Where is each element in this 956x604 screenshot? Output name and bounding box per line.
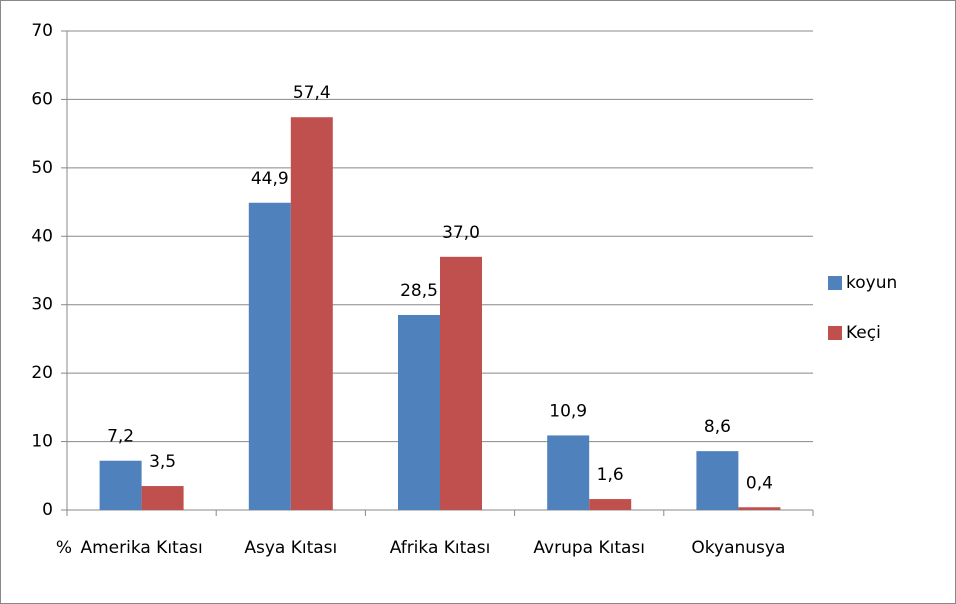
y-tick-label: 50 (31, 158, 53, 178)
value-label: 0,4 (746, 473, 773, 493)
legend-swatch (828, 326, 842, 340)
value-label: 44,9 (251, 169, 289, 189)
y-tick-label: 40 (31, 226, 53, 246)
value-label: 10,9 (549, 401, 587, 421)
x-tick-label: Okyanusya (691, 538, 785, 558)
value-label: 57,4 (293, 83, 331, 103)
bar (738, 507, 781, 510)
bar (290, 117, 333, 510)
y-tick-label: 0 (42, 500, 53, 520)
bar (696, 451, 739, 510)
bar (141, 486, 184, 510)
y-axis-label: % (56, 538, 72, 558)
bar (248, 202, 291, 510)
y-tick-label: 60 (31, 89, 53, 109)
value-label: 3,5 (149, 452, 176, 472)
bar (99, 460, 142, 510)
bar (440, 256, 482, 510)
legend-label: Keçi (846, 323, 881, 343)
value-label: 28,5 (400, 281, 438, 301)
x-tick-label: Amerika Kıtası (80, 538, 202, 558)
value-label: 37,0 (442, 223, 480, 243)
y-tick-label: 70 (31, 21, 53, 41)
bar (547, 435, 590, 510)
y-tick-label: 10 (31, 432, 53, 452)
y-tick-label: 30 (31, 295, 53, 315)
value-label: 7,2 (107, 427, 134, 447)
y-tick-label: 20 (31, 363, 53, 383)
legend-swatch (828, 276, 842, 290)
value-label: 8,6 (704, 417, 731, 437)
value-label: 1,6 (597, 465, 624, 485)
legend-label: koyun (846, 273, 897, 293)
x-tick-label: Avrupa Kıtası (533, 538, 645, 558)
bar (398, 314, 440, 510)
x-tick-label: Asya Kıtası (244, 538, 337, 558)
x-tick-label: Afrika Kıtası (390, 538, 491, 558)
bar (589, 499, 632, 510)
